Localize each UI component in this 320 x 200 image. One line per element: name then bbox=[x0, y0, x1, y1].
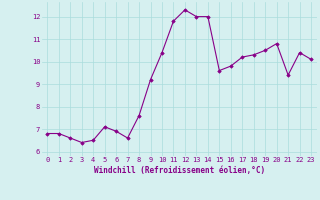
X-axis label: Windchill (Refroidissement éolien,°C): Windchill (Refroidissement éolien,°C) bbox=[94, 166, 265, 175]
